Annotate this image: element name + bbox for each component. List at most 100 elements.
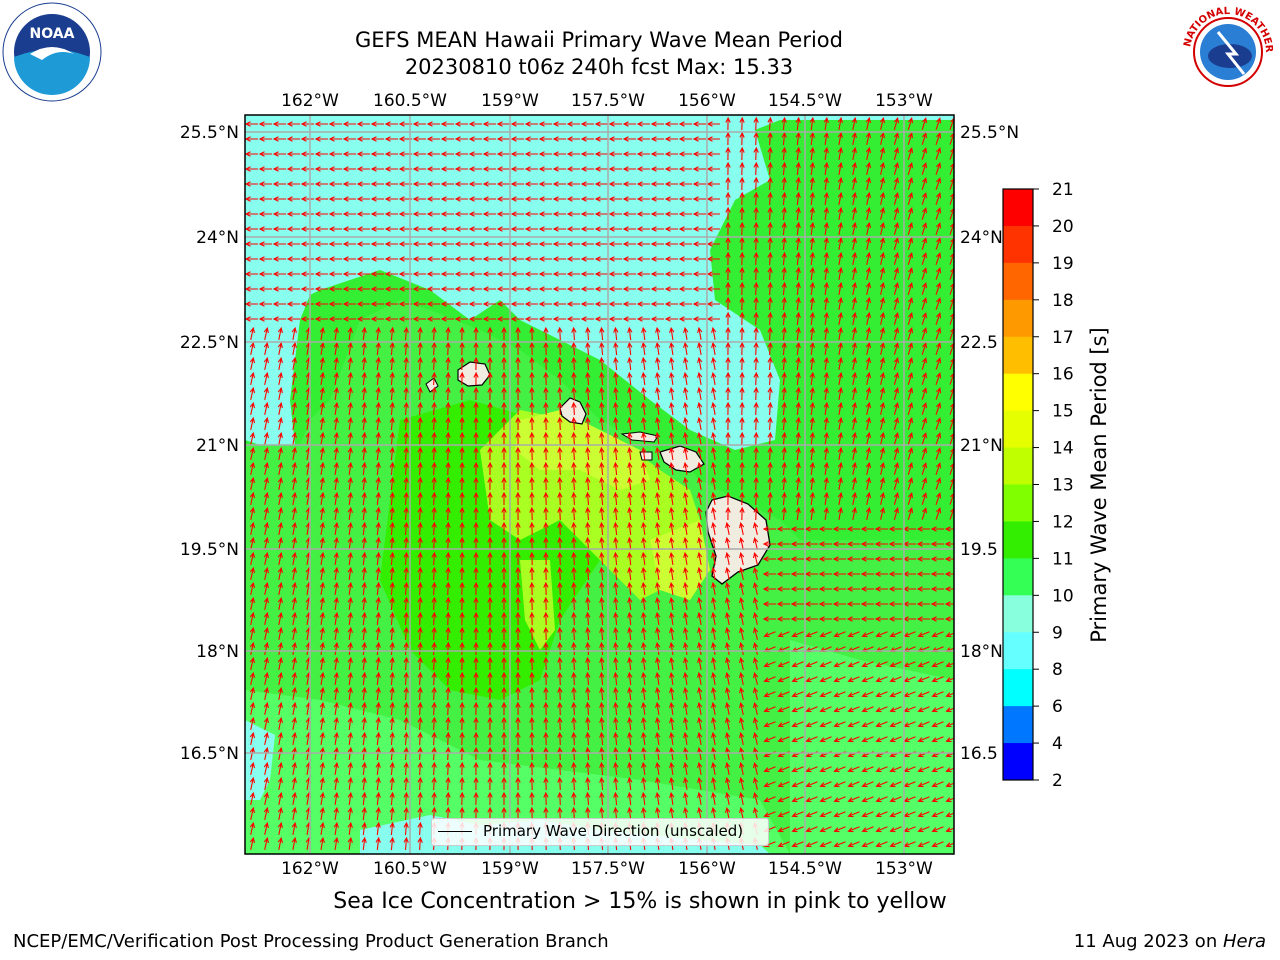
wave-arrow (641, 581, 647, 595)
wave-arrow (501, 401, 507, 415)
wave-arrow (692, 316, 706, 322)
wave-arrow (291, 401, 297, 416)
wave-arrow (935, 297, 942, 310)
wave-arrow (832, 526, 846, 532)
wave-arrow (763, 706, 776, 713)
wave-arrow (529, 611, 535, 626)
wave-arrow (370, 226, 384, 232)
wave-arrow (375, 671, 381, 686)
wave-arrow (249, 731, 256, 746)
wave-arrow (865, 326, 872, 341)
wave-arrow (809, 461, 815, 475)
wave-arrow (935, 177, 942, 190)
wave-arrow (636, 301, 650, 307)
wave-arrow (454, 181, 468, 187)
wave-arrow (805, 781, 818, 788)
wave-arrow (328, 286, 342, 292)
wave-arrow (445, 476, 451, 491)
wave-arrow (739, 536, 745, 551)
wave-arrow (805, 796, 818, 803)
wave-arrow (445, 446, 451, 461)
wave-arrow (291, 536, 297, 551)
wave-arrow (865, 266, 872, 281)
wave-arrow (879, 431, 886, 445)
wave-arrow (683, 491, 689, 505)
wave-arrow (791, 766, 804, 773)
wave-arrow (249, 386, 256, 401)
wave-arrow (823, 266, 829, 280)
wave-arrow (861, 811, 874, 818)
wave-arrow (543, 716, 549, 731)
wave-arrow (795, 221, 801, 236)
wave-arrow (277, 551, 283, 566)
wave-arrow (851, 191, 857, 206)
wave-arrow (823, 131, 829, 145)
wave-arrow (861, 781, 874, 788)
wave-arrow (819, 721, 832, 728)
wave-arrow (384, 271, 398, 277)
wave-arrow (683, 341, 689, 355)
wave-arrow (655, 536, 661, 550)
lat-tick: 21°N (196, 436, 239, 456)
sea-ice-note: Sea Ice Concentration > 15% is shown in … (333, 889, 947, 914)
noaa-logo: NOAA (2, 2, 102, 102)
wave-arrow (935, 492, 942, 505)
wave-arrow (361, 356, 367, 371)
wave-arrow (917, 766, 930, 773)
wave-arrow (263, 341, 269, 356)
wave-arrow (725, 281, 731, 296)
wave-arrow (907, 416, 914, 430)
wave-arrow (613, 791, 619, 806)
wave-arrow (781, 311, 787, 326)
wave-arrow (907, 161, 914, 175)
wave-arrow (763, 631, 776, 638)
lon-tick: 154.5°W (768, 91, 842, 111)
wave-arrow (501, 656, 507, 670)
wave-arrow (683, 431, 689, 445)
wave-arrow (752, 732, 759, 745)
wave-arrow (752, 552, 759, 565)
wave-arrow (263, 626, 269, 641)
wave-arrow (347, 686, 353, 700)
wave-arrow (473, 581, 479, 596)
wave-arrow (445, 746, 451, 761)
wave-arrow (468, 166, 482, 172)
wave-arrow (249, 611, 256, 626)
wave-arrow (342, 196, 356, 202)
wave-arrow (697, 341, 703, 356)
wave-arrow (347, 761, 353, 775)
wave-arrow (403, 581, 409, 596)
wave-arrow (683, 626, 689, 640)
wave-arrow (846, 616, 860, 622)
wave-arrow (277, 701, 283, 716)
wave-arrow (468, 301, 482, 307)
wave-arrow (529, 761, 535, 776)
wave-arrow (277, 821, 283, 836)
wave-arrow (879, 176, 886, 190)
wave-arrow (417, 731, 423, 746)
wave-arrow (790, 601, 804, 607)
wave-arrow (445, 611, 451, 626)
wave-arrow (795, 281, 801, 296)
wave-arrow (935, 432, 942, 445)
wave-arrow (459, 656, 465, 671)
wave-arrow (384, 241, 398, 247)
wave-arrow (403, 446, 409, 461)
wave-arrow (781, 476, 787, 491)
wave-arrow (286, 166, 300, 172)
wave-arrow (263, 566, 269, 581)
wave-arrow (847, 676, 860, 683)
wave-arrow (482, 256, 496, 262)
wave-arrow (641, 551, 647, 565)
wave-arrow (319, 476, 325, 490)
wave-arrow (823, 326, 829, 340)
wave-arrow (622, 211, 636, 217)
lon-tick: 162°W (281, 859, 339, 879)
wave-arrow (487, 701, 493, 716)
wave-arrow (622, 241, 636, 247)
wave-arrow (739, 236, 745, 251)
wave-arrow (888, 586, 902, 592)
wave-arrow (636, 241, 650, 247)
wave-arrow (403, 791, 409, 806)
wave-arrow (650, 286, 664, 292)
